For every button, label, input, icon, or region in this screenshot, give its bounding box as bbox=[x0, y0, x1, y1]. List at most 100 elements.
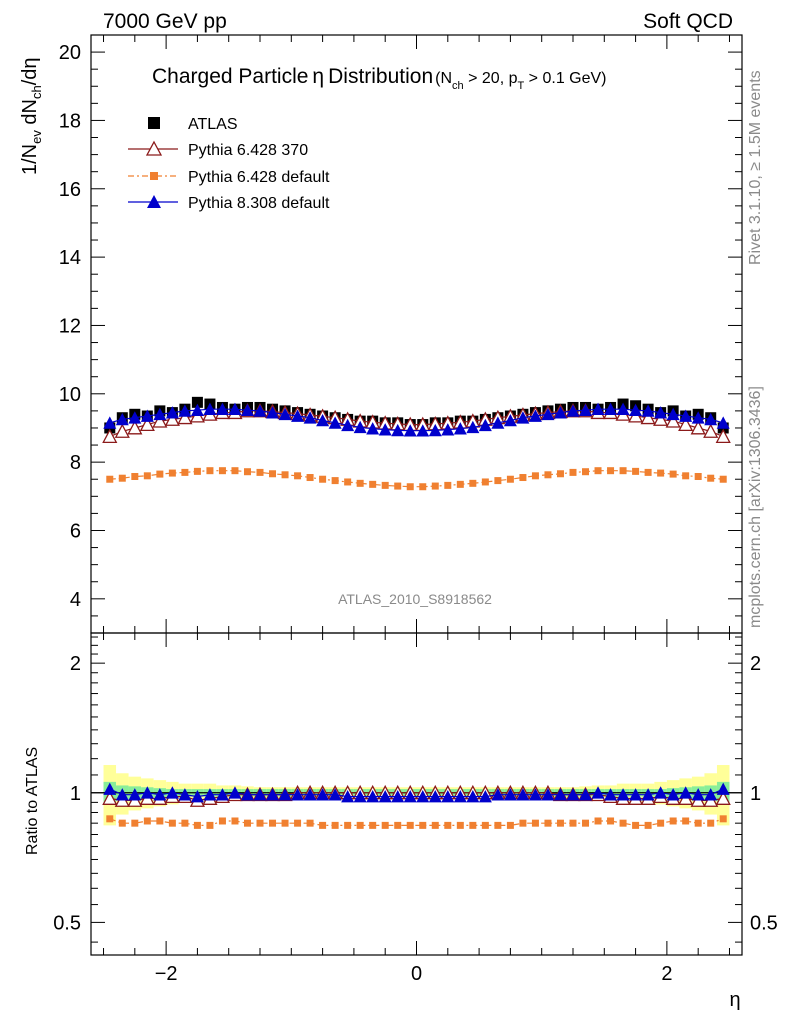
main-point-pythia-6-428-default bbox=[344, 478, 352, 486]
main-point-pythia-8-308-default bbox=[190, 403, 204, 417]
main-point-pythia-8-308-default bbox=[403, 424, 417, 437]
main-point-pythia-6-428-default bbox=[531, 472, 539, 480]
main-point-pythia-6-428-default bbox=[594, 467, 602, 475]
main-point-pythia-6-428-default bbox=[607, 467, 615, 475]
main-y-tick-label: 12 bbox=[59, 315, 81, 337]
main-point-pythia-8-308-default bbox=[528, 409, 542, 422]
main-point-pythia-6-428-370 bbox=[678, 416, 694, 432]
main-point-pythia-6-428-default bbox=[206, 467, 214, 475]
ratio-y-tick-label: 1 bbox=[70, 783, 81, 805]
ratio-point-pythia-8-308-default bbox=[165, 786, 179, 799]
main-point-pythia-6-428-default bbox=[269, 470, 277, 478]
ratio-point-pythia-6-428-default bbox=[381, 821, 389, 829]
main-point-pythia-6-428-370 bbox=[665, 413, 681, 428]
header-left: 7000 GeV pp bbox=[103, 10, 227, 33]
ratio-point-pythia-6-428-default bbox=[369, 821, 377, 829]
main-point-pythia-6-428-default bbox=[582, 468, 590, 476]
ratio-point-pythia-6-428-default bbox=[356, 821, 364, 829]
ratio-point-pythia-6-428-default bbox=[719, 815, 727, 823]
ratio-point-pythia-8-308-default bbox=[503, 788, 517, 801]
main-point-pythia-8-308-default bbox=[353, 420, 367, 434]
main-point-pythia-6-428-default bbox=[356, 479, 364, 487]
main-point-pythia-8-308-default bbox=[579, 403, 593, 417]
legend-entry-atlas: ATLAS bbox=[148, 116, 238, 133]
ratio-point-pythia-6-428-default bbox=[569, 819, 577, 827]
ratio-point-pythia-8-308-default bbox=[128, 788, 142, 801]
ratio-point-pythia-8-308-default bbox=[516, 788, 530, 801]
main-point-pythia-6-428-default bbox=[131, 472, 139, 480]
main-point-pythia-8-308-default bbox=[428, 423, 442, 437]
ratio-plot-frame bbox=[90, 632, 743, 956]
series-layer bbox=[102, 396, 731, 829]
ratio-point-pythia-8-308-default bbox=[604, 788, 618, 801]
ratio-point-pythia-6-428-default bbox=[218, 817, 226, 825]
rivet-label: Rivet 3.1.10, ≥ 1.5M events bbox=[747, 70, 764, 265]
ylabel-end: /dη bbox=[19, 57, 41, 85]
ratio-point-pythia-8-308-default bbox=[416, 790, 430, 803]
ratio-point-pythia-8-308-default bbox=[266, 788, 280, 801]
main-point-pythia-8-308-default bbox=[103, 416, 117, 429]
main-point-pythia-6-428-default bbox=[694, 472, 702, 480]
ratio-point-pythia-8-308-default bbox=[140, 786, 154, 799]
main-point-pythia-6-428-370 bbox=[653, 411, 669, 426]
main-point-pythia-6-428-370 bbox=[152, 413, 168, 428]
ratio-point-pythia-6-428-default bbox=[519, 819, 527, 827]
ratio-point-pythia-6-428-default bbox=[344, 821, 352, 829]
legend-label-pythia6-default: Pythia 6.428 default bbox=[188, 169, 330, 186]
main-line-pythia-6-428-default bbox=[109, 470, 724, 488]
ratio-point-pythia-6-428-default bbox=[256, 819, 264, 827]
main-point-pythia-6-428-default bbox=[118, 474, 126, 482]
ratio-point-pythia-8-308-default bbox=[591, 786, 605, 799]
main-point-pythia-8-308-default bbox=[228, 402, 242, 416]
title-main: Charged Particle bbox=[152, 65, 308, 88]
legend-entry-pythia8-default: Pythia 8.308 default bbox=[128, 195, 330, 212]
legend-marker-pythia6-default bbox=[150, 172, 158, 180]
main-point-pythia-8-308-default bbox=[503, 413, 517, 427]
main-point-pythia-6-428-default bbox=[306, 474, 314, 482]
x-tick-label: 0 bbox=[411, 963, 422, 985]
main-point-pythia-6-428-default bbox=[394, 482, 402, 490]
ratio-point-pythia-6-428-370 bbox=[102, 790, 118, 805]
main-point-pythia-6-428-default bbox=[106, 475, 114, 483]
main-point-pythia-6-428-default bbox=[419, 483, 427, 491]
y-axis-label: 1/Nev dNch/dη bbox=[19, 57, 44, 175]
ratio-point-pythia-8-308-default bbox=[115, 788, 129, 801]
ratio-point-pythia-6-428-default bbox=[481, 821, 489, 829]
ratio-point-pythia-8-308-default bbox=[303, 788, 317, 801]
main-point-pythia-6-428-default bbox=[381, 481, 389, 489]
main-point-pythia-8-308-default bbox=[278, 407, 292, 421]
ratio-point-pythia-8-308-default bbox=[716, 782, 730, 795]
main-point-pythia-8-308-default bbox=[691, 411, 705, 424]
main-point-pythia-8-308-default bbox=[641, 404, 655, 417]
main-point-pythia-6-428-default bbox=[243, 468, 251, 476]
analysis-watermark: ATLAS_2010_S8918562 bbox=[338, 591, 492, 607]
main-point-pythia-6-428-default bbox=[256, 468, 264, 476]
main-point-pythia-6-428-default bbox=[331, 477, 339, 485]
ratio-point-pythia-6-428-default bbox=[319, 821, 327, 829]
main-point-pythia-8-308-default bbox=[453, 422, 467, 435]
main-point-pythia-8-308-default bbox=[128, 411, 142, 424]
main-point-pythia-8-308-default bbox=[391, 423, 405, 437]
ratio-point-pythia-6-428-default bbox=[168, 819, 176, 827]
ratio-point-pythia-8-308-default bbox=[566, 788, 580, 801]
main-point-pythia-6-428-default bbox=[494, 477, 502, 485]
legend-label-atlas: ATLAS bbox=[188, 116, 238, 133]
ratio-point-pythia-8-308-default bbox=[541, 788, 555, 801]
main-point-pythia-6-428-default bbox=[168, 469, 176, 477]
x-tick-label: −2 bbox=[155, 963, 178, 985]
ratio-point-pythia-6-428-default bbox=[131, 819, 139, 827]
legend-entry-pythia6-370: Pythia 6.428 370 bbox=[128, 140, 308, 159]
main-point-pythia-8-308-default bbox=[416, 424, 430, 437]
main-point-pythia-6-428-default bbox=[156, 470, 164, 478]
ratio-point-pythia-8-308-default bbox=[228, 786, 242, 799]
main-y-tick-label: 8 bbox=[70, 452, 81, 474]
mcplots-label: mcplots.cern.ch [arXiv:1306.3436] bbox=[747, 386, 764, 628]
main-point-pythia-6-428-default bbox=[556, 470, 564, 478]
ratio-y-tick-label-right: 1 bbox=[750, 783, 761, 805]
main-point-pythia-6-428-default bbox=[406, 483, 414, 491]
ratio-point-pythia-8-308-default bbox=[215, 788, 229, 801]
ratio-point-pythia-8-308-default bbox=[641, 788, 655, 801]
main-point-pythia-6-428-370 bbox=[102, 428, 118, 444]
ylabel-sub-ch: ch bbox=[29, 85, 44, 99]
